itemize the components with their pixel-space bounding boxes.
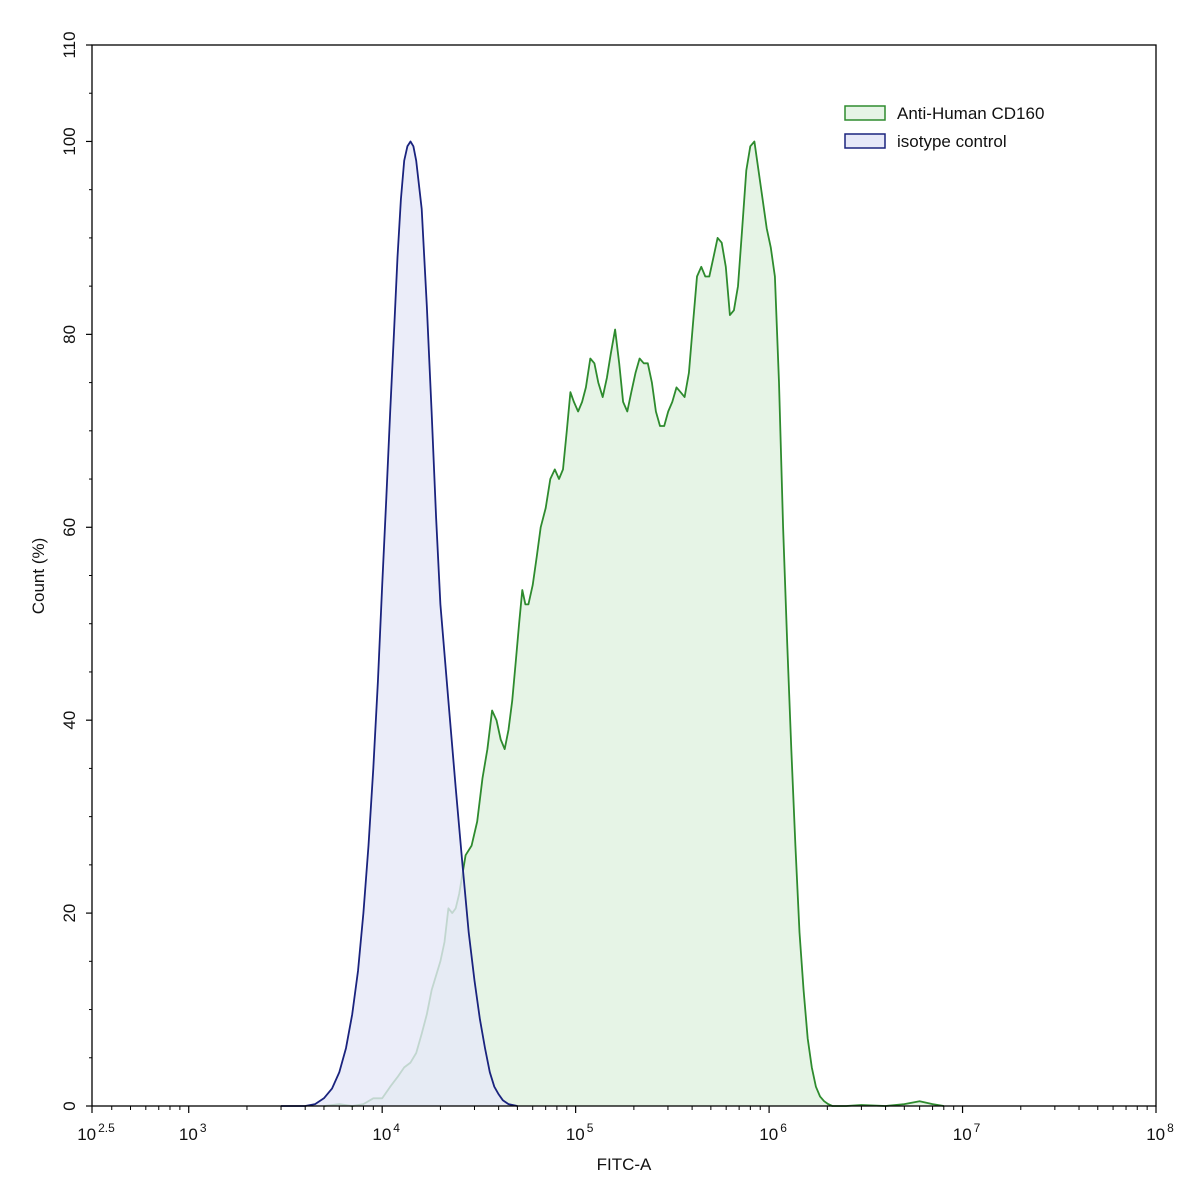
series-area-0 bbox=[323, 141, 944, 1106]
y-tick-label: 100 bbox=[60, 127, 79, 155]
series-layer bbox=[281, 140, 944, 1107]
x-tick-label: 10 4 bbox=[372, 1121, 400, 1144]
legend-swatch bbox=[844, 105, 886, 121]
legend-label: Anti-Human CD160 bbox=[897, 104, 1044, 123]
y-tick-label: 20 bbox=[60, 904, 79, 923]
y-tick-label: 80 bbox=[60, 325, 79, 344]
legend-label: isotype control bbox=[897, 132, 1007, 151]
y-tick-label: 0 bbox=[60, 1101, 79, 1110]
x-tick-label: 10 6 bbox=[759, 1121, 787, 1144]
x-tick-label: 10 8 bbox=[1146, 1121, 1174, 1144]
legend: Anti-Human CD160 isotype control bbox=[844, 104, 1044, 151]
legend-swatch bbox=[844, 133, 886, 149]
y-tick-label: 110 bbox=[60, 31, 79, 58]
x-tick-label: 10 3 bbox=[179, 1121, 207, 1144]
x-tick-label: 10 2.5 bbox=[77, 1121, 115, 1144]
x-tick-label: 10 7 bbox=[953, 1121, 981, 1144]
x-axis-ticks: 10 2.5 10 3 10 4 10 5 10 6 10 7 10 8 bbox=[77, 1106, 1174, 1144]
x-tick-label: 10 5 bbox=[566, 1121, 594, 1144]
y-axis-ticks: 0 20 40 60 80 100 110 bbox=[60, 31, 92, 1111]
x-axis-title: FITC-A bbox=[597, 1155, 652, 1174]
y-tick-label: 40 bbox=[60, 711, 79, 730]
y-axis-title: Count (%) bbox=[29, 538, 48, 615]
series-line-1 bbox=[281, 140, 518, 1107]
y-tick-label: 60 bbox=[60, 518, 79, 537]
series-area-1 bbox=[281, 141, 518, 1106]
